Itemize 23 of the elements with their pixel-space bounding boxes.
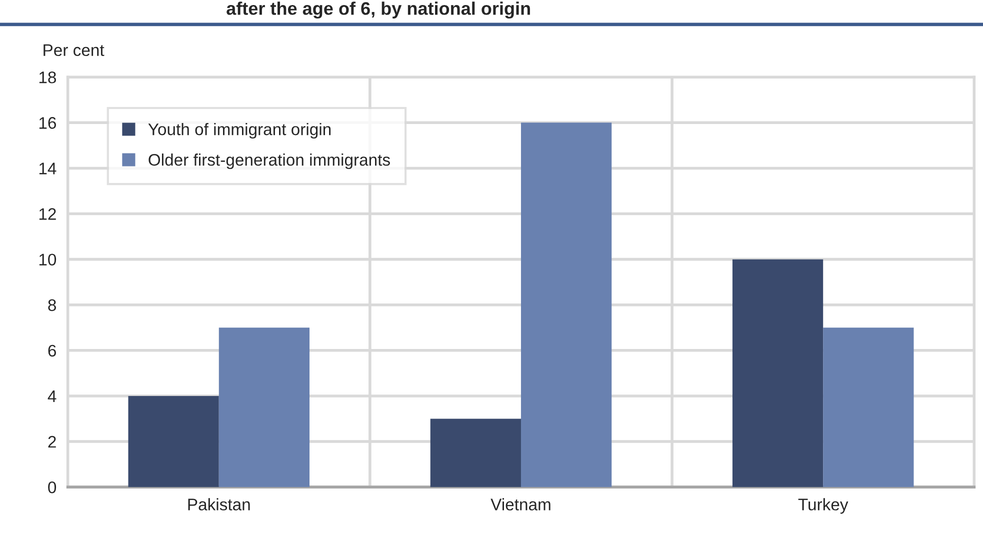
legend-label: Older first-generation immigrants [148, 154, 390, 170]
y-tick-label: 2 [48, 436, 56, 448]
y-tick-label: 8 [48, 299, 56, 312]
bar [430, 418, 521, 488]
x-tick-label: Vietnam [490, 498, 550, 510]
y-tick-label: 12 [39, 208, 56, 220]
bar [823, 328, 914, 488]
y-tick-label: 18 [39, 72, 56, 84]
y-tick-label: 10 [39, 254, 56, 266]
y-tick-label: 16 [39, 117, 56, 129]
bar [732, 259, 824, 488]
y-tick-label: 0 [48, 481, 56, 494]
y-axis-title: Per cent [44, 44, 104, 56]
chart-title: after the age of 6, by national origin [226, 2, 530, 19]
legend-label: Youth of immigrant origin [148, 122, 331, 139]
bar [520, 122, 612, 488]
bar [218, 328, 310, 488]
y-tick-label: 4 [48, 390, 56, 402]
y-tick-label: 6 [48, 344, 56, 357]
bar [128, 396, 219, 488]
x-tick-label: Pakistan [188, 498, 250, 510]
y-tick-label: 14 [39, 162, 56, 174]
x-tick-label: Turkey [798, 498, 848, 514]
